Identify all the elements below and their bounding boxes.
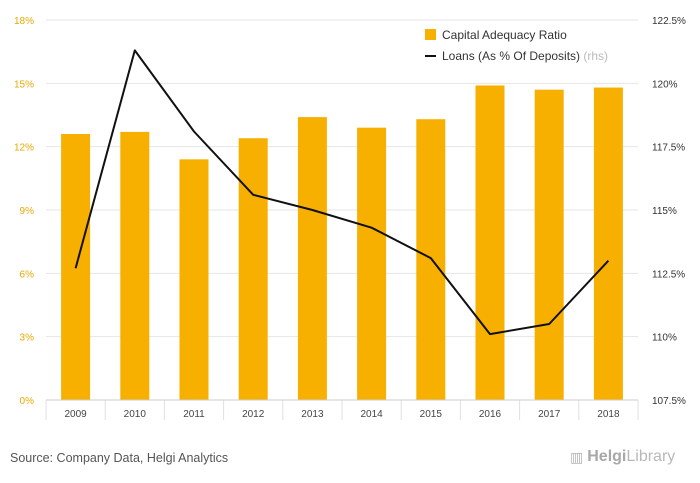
left-axis-tick-label: 9%	[20, 206, 35, 217]
bar	[475, 85, 505, 400]
brand-library: Library	[626, 448, 676, 465]
bar	[534, 89, 564, 401]
right-axis-tick-label: 122.5%	[652, 16, 686, 27]
x-axis-tick-label: 2011	[183, 409, 205, 420]
series-line	[74, 49, 610, 336]
line-series	[74, 49, 610, 336]
right-axis-tick-label: 107.5%	[652, 396, 686, 407]
x-axis-tick-label: 2015	[420, 409, 443, 420]
right-axis-tick-label: 117.5%	[652, 143, 685, 154]
bar	[120, 131, 150, 400]
right-axis-tick-label: 110%	[652, 333, 677, 344]
x-axis-tick-label: 2012	[242, 409, 265, 420]
bar	[593, 87, 623, 401]
left-axis-tick-label: 15%	[14, 79, 34, 90]
legend: Capital Adequacy Ratio Loans (As % Of Dep…	[425, 28, 608, 63]
x-axis-tick-label: 2013	[301, 409, 324, 420]
axes: 0% 3% 6% 9% 12% 15% 18% 107.5% 110% 112.5% 115% 117…	[14, 16, 686, 420]
bar	[297, 117, 327, 400]
legend-swatch-bar	[425, 29, 436, 40]
brand-helgi: Helgi	[587, 448, 627, 465]
left-axis-tick-label: 6%	[20, 269, 35, 280]
bar	[357, 127, 387, 401]
legend-label-bar: Capital Adequacy Ratio	[442, 28, 567, 42]
legend-label-line: Loans (As % Of Deposits) (rhs)	[442, 49, 608, 63]
left-axis-tick-label: 0%	[20, 396, 35, 407]
x-axis-tick-label: 2010	[124, 409, 147, 420]
source-note: Source: Company Data, Helgi Analytics	[10, 451, 229, 465]
bar	[179, 159, 209, 400]
left-axis-tick-label: 3%	[20, 333, 35, 344]
x-axis-tick-label: 2009	[64, 409, 87, 420]
x-axis-tick-label: 2014	[360, 409, 383, 420]
left-axis-tick-label: 12%	[14, 143, 34, 154]
bar-series	[61, 85, 623, 401]
left-axis-tick-label: 18%	[14, 16, 34, 27]
helgi-library-logo[interactable]: ▥ Helgi Library	[570, 448, 675, 466]
right-axis-tick-label: 115%	[652, 206, 677, 217]
library-icon: ▥	[570, 448, 584, 465]
right-axis-tick-label: 120%	[652, 79, 678, 90]
right-axis-tick-label: 112.5%	[652, 269, 685, 280]
bar	[238, 138, 268, 400]
x-axis-tick-label: 2016	[479, 409, 502, 420]
legend-label-suffix: (rhs)	[583, 49, 608, 63]
x-axis-tick-label: 2017	[538, 409, 561, 420]
x-axis-tick-label: 2018	[597, 409, 620, 420]
